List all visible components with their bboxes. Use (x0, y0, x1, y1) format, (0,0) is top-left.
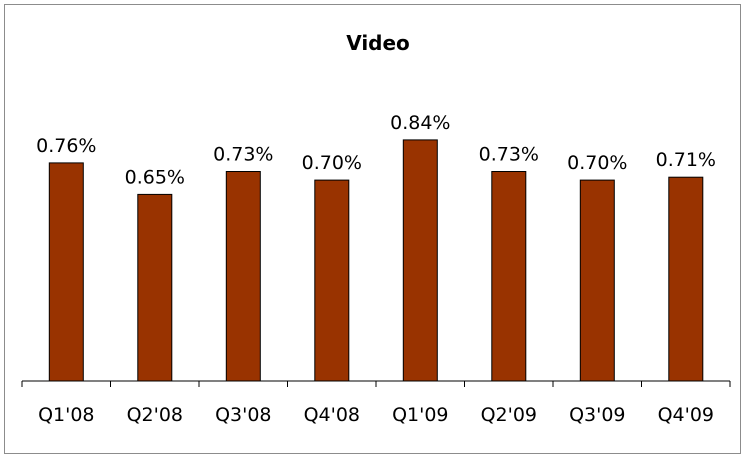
x-tick-label: Q4'08 (304, 404, 360, 426)
x-tick-label: Q3'08 (215, 404, 271, 426)
bar-Q2'09 (491, 171, 527, 382)
chart-title: Video (346, 31, 410, 55)
bars-group (48, 139, 704, 382)
x-ticks-group (21, 381, 731, 387)
x-tick-label: Q3'09 (569, 404, 625, 426)
data-label: 0.71% (656, 149, 716, 171)
data-label: 0.70% (302, 152, 362, 174)
chart-frame (4, 4, 741, 454)
x-tick-label: Q2'09 (481, 404, 537, 426)
bar-Q4'09 (668, 176, 704, 382)
bar-Q3'09 (579, 179, 615, 382)
data-label: 0.84% (390, 112, 450, 134)
bar-Q1'08 (48, 162, 84, 382)
bar-Q2'08 (137, 193, 173, 382)
bar-Q3'08 (225, 171, 261, 382)
x-tick-label: Q1'08 (38, 404, 94, 426)
data-label: 0.65% (125, 166, 185, 188)
x-tick-label: Q2'08 (127, 404, 183, 426)
bar-Q1'09 (402, 139, 438, 382)
data-label: 0.73% (213, 144, 273, 166)
x-tick-labels-group: Q1'08 Q2'08 Q3'08 Q4'08 Q1'09 Q2'09 Q3'09 Q4'09 (38, 404, 714, 426)
x-tick-label: Q4'09 (658, 404, 714, 426)
data-label: 0.73% (479, 144, 539, 166)
data-label: 0.70% (567, 152, 627, 174)
bar-Q4'08 (314, 179, 350, 382)
data-labels-group: 0.76% 0.65% 0.73% 0.70% 0.84% 0.73% 0.70% 0.71% (36, 112, 716, 189)
data-label: 0.76% (36, 135, 96, 157)
x-tick-label: Q1'09 (392, 404, 448, 426)
